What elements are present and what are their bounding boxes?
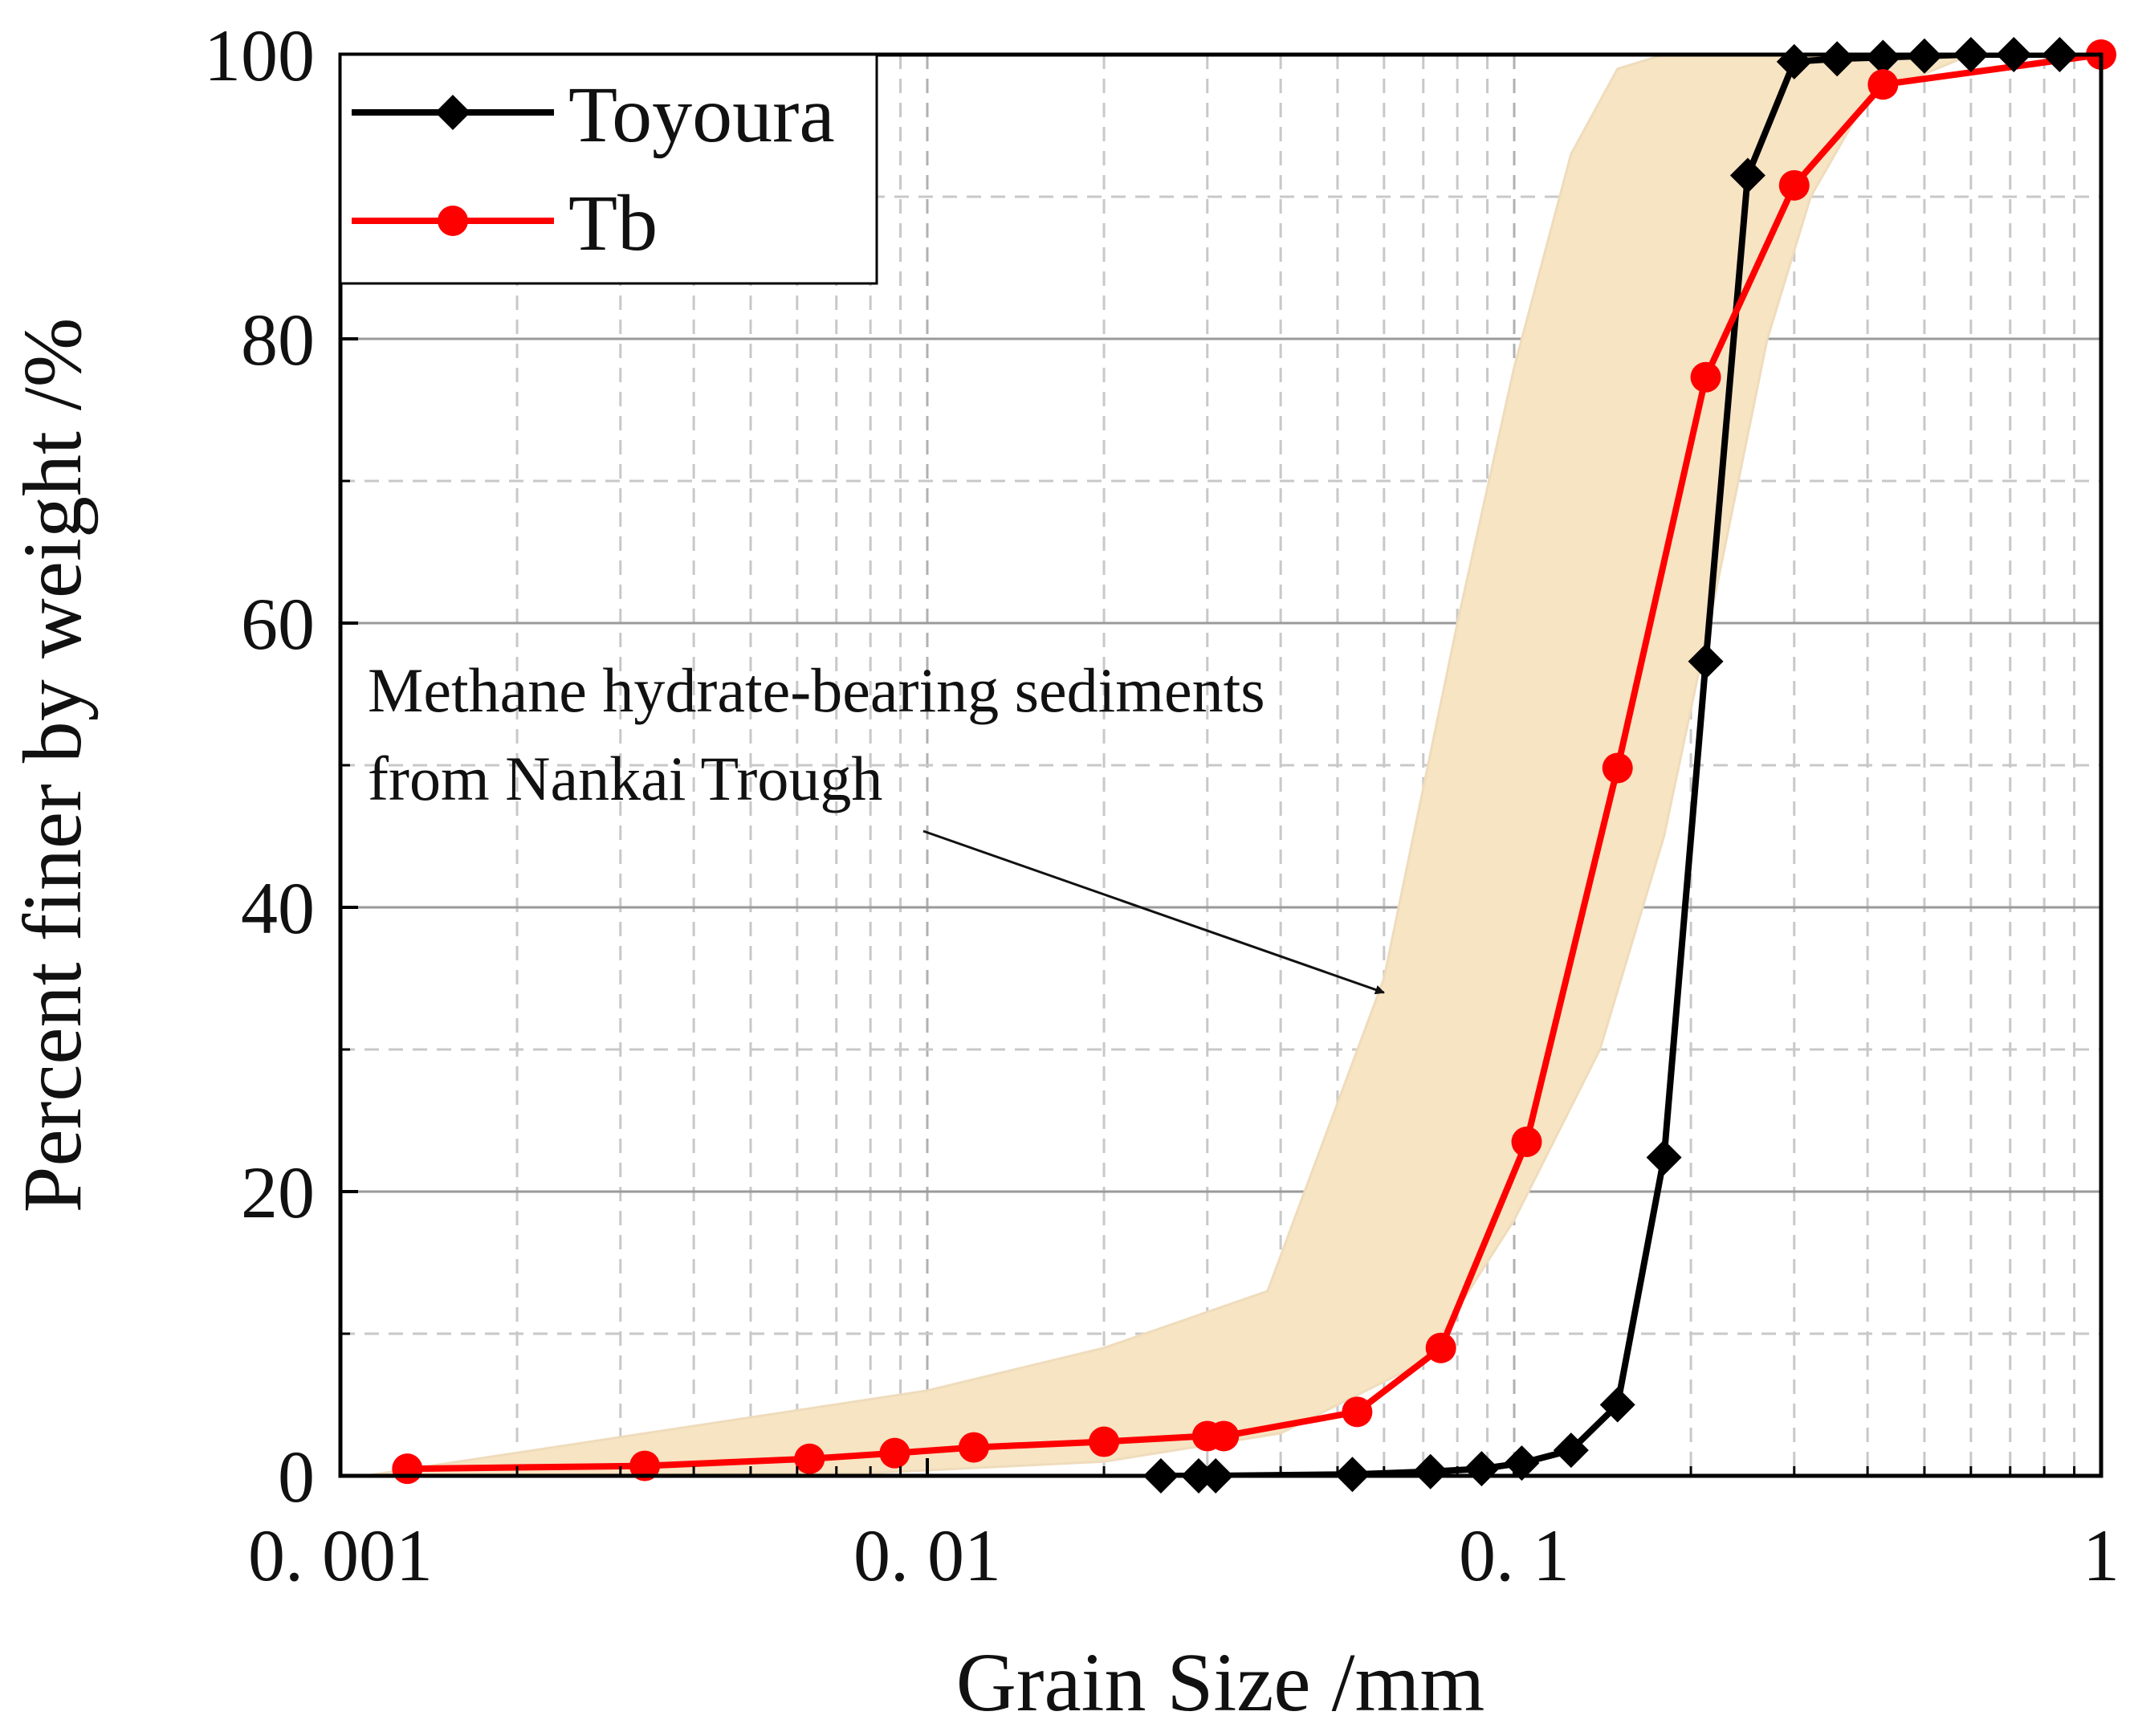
legend-tb-label: Tb [568,178,658,267]
y-tick-labels: 0 20 40 60 80 100 [204,14,315,1518]
x-tick-label: 0. 01 [853,1514,1001,1596]
x-axis-title: Grain Size /mm [956,1636,1485,1729]
data-point-tb [1425,1332,1456,1363]
data-point-tb [629,1450,661,1481]
x-tick-label: 0. 001 [248,1514,433,1596]
data-point-tb [879,1437,910,1469]
annotation: Methane hydrate-bearing sediments from N… [368,655,1385,995]
data-point-toyoura [1412,1453,1448,1489]
legend-box [339,53,878,285]
legend: Toyoura Tb [339,53,878,285]
data-point-tb [958,1432,989,1463]
data-point-tb [1511,1127,1542,1158]
data-point-toyoura [1819,41,1855,77]
data-point-toyoura [1553,1432,1589,1469]
annotation-arrow [922,829,1385,995]
data-point-toyoura [1865,39,1901,75]
data-point-toyoura [1688,643,1724,679]
y-tick-label: 60 [241,583,315,665]
legend-toyoura-label: Toyoura [568,70,835,159]
data-point-toyoura [1729,157,1765,194]
y-axis-title: Percent finer by weight /% [6,318,99,1213]
data-point-tb [392,1453,423,1485]
data-point-tb [794,1443,825,1474]
y-tick-label: 40 [241,867,315,949]
y-tick-label: 0 [278,1436,315,1518]
y-tick-label: 80 [241,299,315,381]
data-point-tb [1208,1420,1240,1452]
data-point-tb [1342,1396,1373,1428]
annotation-line-2: from Nankai Trough [368,744,882,813]
legend-tb-marker [438,206,468,236]
x-tick-label: 1 [2083,1514,2120,1596]
x-tick-labels: 0. 001 0. 01 0. 1 1 [248,1514,2120,1596]
data-point-tb [1867,69,1899,100]
axis-ticks [339,53,2103,1477]
series-line-tb [407,55,2101,1473]
data-point-tb [1602,752,1633,784]
legend-toyoura-marker [435,95,470,130]
data-point-tb [1089,1426,1120,1457]
data-point-toyoura [1646,1139,1682,1176]
x-tick-label: 0. 1 [1459,1514,1570,1596]
data-point-toyoura [1599,1387,1635,1423]
annotation-line-1: Methane hydrate-bearing sediments [368,655,1265,725]
data-point-toyoura [1464,1451,1500,1487]
data-point-tb [1690,361,1721,393]
y-tick-label: 20 [241,1151,315,1233]
data-point-tb [1778,169,1810,201]
y-tick-label: 100 [204,14,315,96]
